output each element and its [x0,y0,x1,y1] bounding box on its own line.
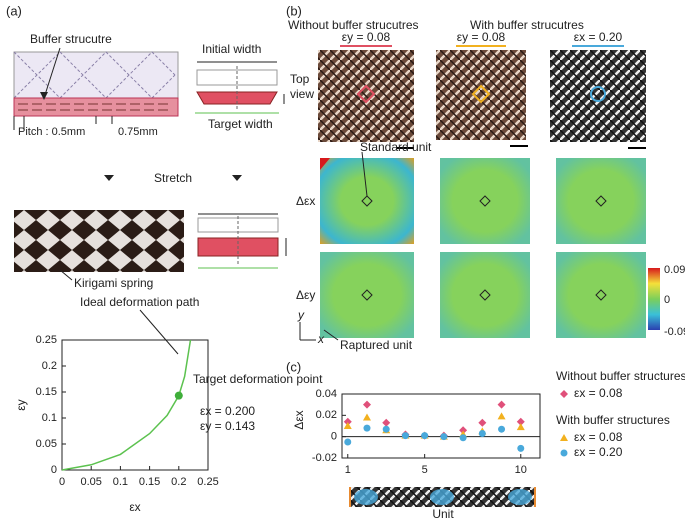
curve [61,339,192,471]
group-title: With buffer strucutres [470,18,584,32]
plot-frame [61,339,209,471]
y-tick-label: 0.2 [42,360,57,372]
marker [343,422,352,429]
marker [497,412,506,420]
marker [516,423,525,431]
y-tick-label: 0.25 [36,334,57,346]
x-tick-label: 10 [515,464,527,476]
row-label: Δεx [296,194,315,208]
heatmaps [299,151,660,341]
row-label: Δεy [296,288,315,302]
x-axis-label: Unit [432,507,454,521]
marker [459,434,467,442]
y-tick-label: 0.1 [42,412,57,424]
marker [344,438,352,446]
legend-marker [560,434,568,441]
row-label: Top [290,72,310,86]
label: Buffer strucutre [30,32,112,46]
label: Initial width [202,42,261,56]
axis-label: y [297,308,305,322]
plot-frame [341,393,541,459]
y-axis-label: Δεx [292,410,306,429]
annotation: εx = 0.200 [200,404,255,418]
column-label: εy = 0.08 [457,30,506,44]
label: Kirigami spring [74,276,153,290]
y-tick-label: 0.05 [36,438,57,450]
panel-label: (b) [286,3,302,18]
x-tick-label: 0.15 [139,476,160,488]
marker [421,432,429,440]
marker [497,400,506,409]
y-tick-label: 0.04 [316,388,337,400]
marker [498,425,506,433]
x-tick-label: 5 [422,464,428,476]
row-label: view [290,87,314,101]
top-view-photos [318,50,646,149]
label: Target width [208,117,273,131]
marker [478,429,486,437]
axis-label: x [317,332,325,346]
x-tick-label: 0.25 [197,476,218,488]
marker [478,418,487,427]
column-label: εx = 0.20 [574,30,623,44]
annotation: εy = 0.143 [200,419,255,433]
marker [343,417,352,426]
spring-photo [14,210,184,272]
marker [363,424,371,432]
x-tick-label: 1 [345,464,351,476]
panel-label: (a) [6,3,22,18]
marker [401,432,409,440]
legend-marker [560,390,568,398]
y-axis-label: εy [14,399,28,410]
x-tick-label: 0.05 [80,476,101,488]
group-title: Without buffer strucutres [288,18,419,32]
buffer-diagram [13,47,179,130]
x-tick-label: 0.2 [171,476,186,488]
annotation: Standard unit [360,140,432,154]
panel-label: (c) [286,359,301,374]
marker [362,413,371,421]
legend-label: εx = 0.08 [574,430,623,444]
y-tick-label: -0.02 [312,452,337,464]
legend-title: Without buffer structures [556,369,685,383]
leader-line [139,309,179,355]
y-tick-label: 0.15 [36,386,57,398]
label: Pitch : 0.5mm [18,126,85,138]
width-diagram [59,213,287,281]
annotation: Raptured unit [340,338,413,352]
colorbar-label: -0.09 [664,326,685,338]
colorbar-label: 0 [664,294,670,306]
x-tick-label: 0 [59,476,65,488]
y-tick-label: 0 [51,464,57,476]
marker [459,426,468,435]
colorbar-label: 0.09 [664,264,685,276]
legend-title: With buffer structures [556,413,670,427]
unit-strip [349,487,536,507]
annotation: Target deformation point [193,372,323,386]
y-tick-label: 0 [331,431,337,443]
column-label: εy = 0.08 [342,30,391,44]
label: 0.75mm [118,126,158,138]
legend-label: εx = 0.20 [574,445,623,459]
legend-marker [560,449,568,457]
width-diagram [195,61,285,114]
target-point [174,391,183,400]
marker [382,418,391,427]
marker [382,425,390,433]
marker [516,417,525,426]
x-axis-label: εx [129,500,140,514]
legend-label: εx = 0.08 [574,386,623,400]
marker [362,400,371,409]
y-tick-label: 0.02 [316,409,337,421]
label: Stretch [154,171,192,185]
x-tick-label: 0.1 [113,476,128,488]
marker [517,444,525,452]
marker [440,433,448,441]
annotation: Ideal deformation path [80,295,199,309]
